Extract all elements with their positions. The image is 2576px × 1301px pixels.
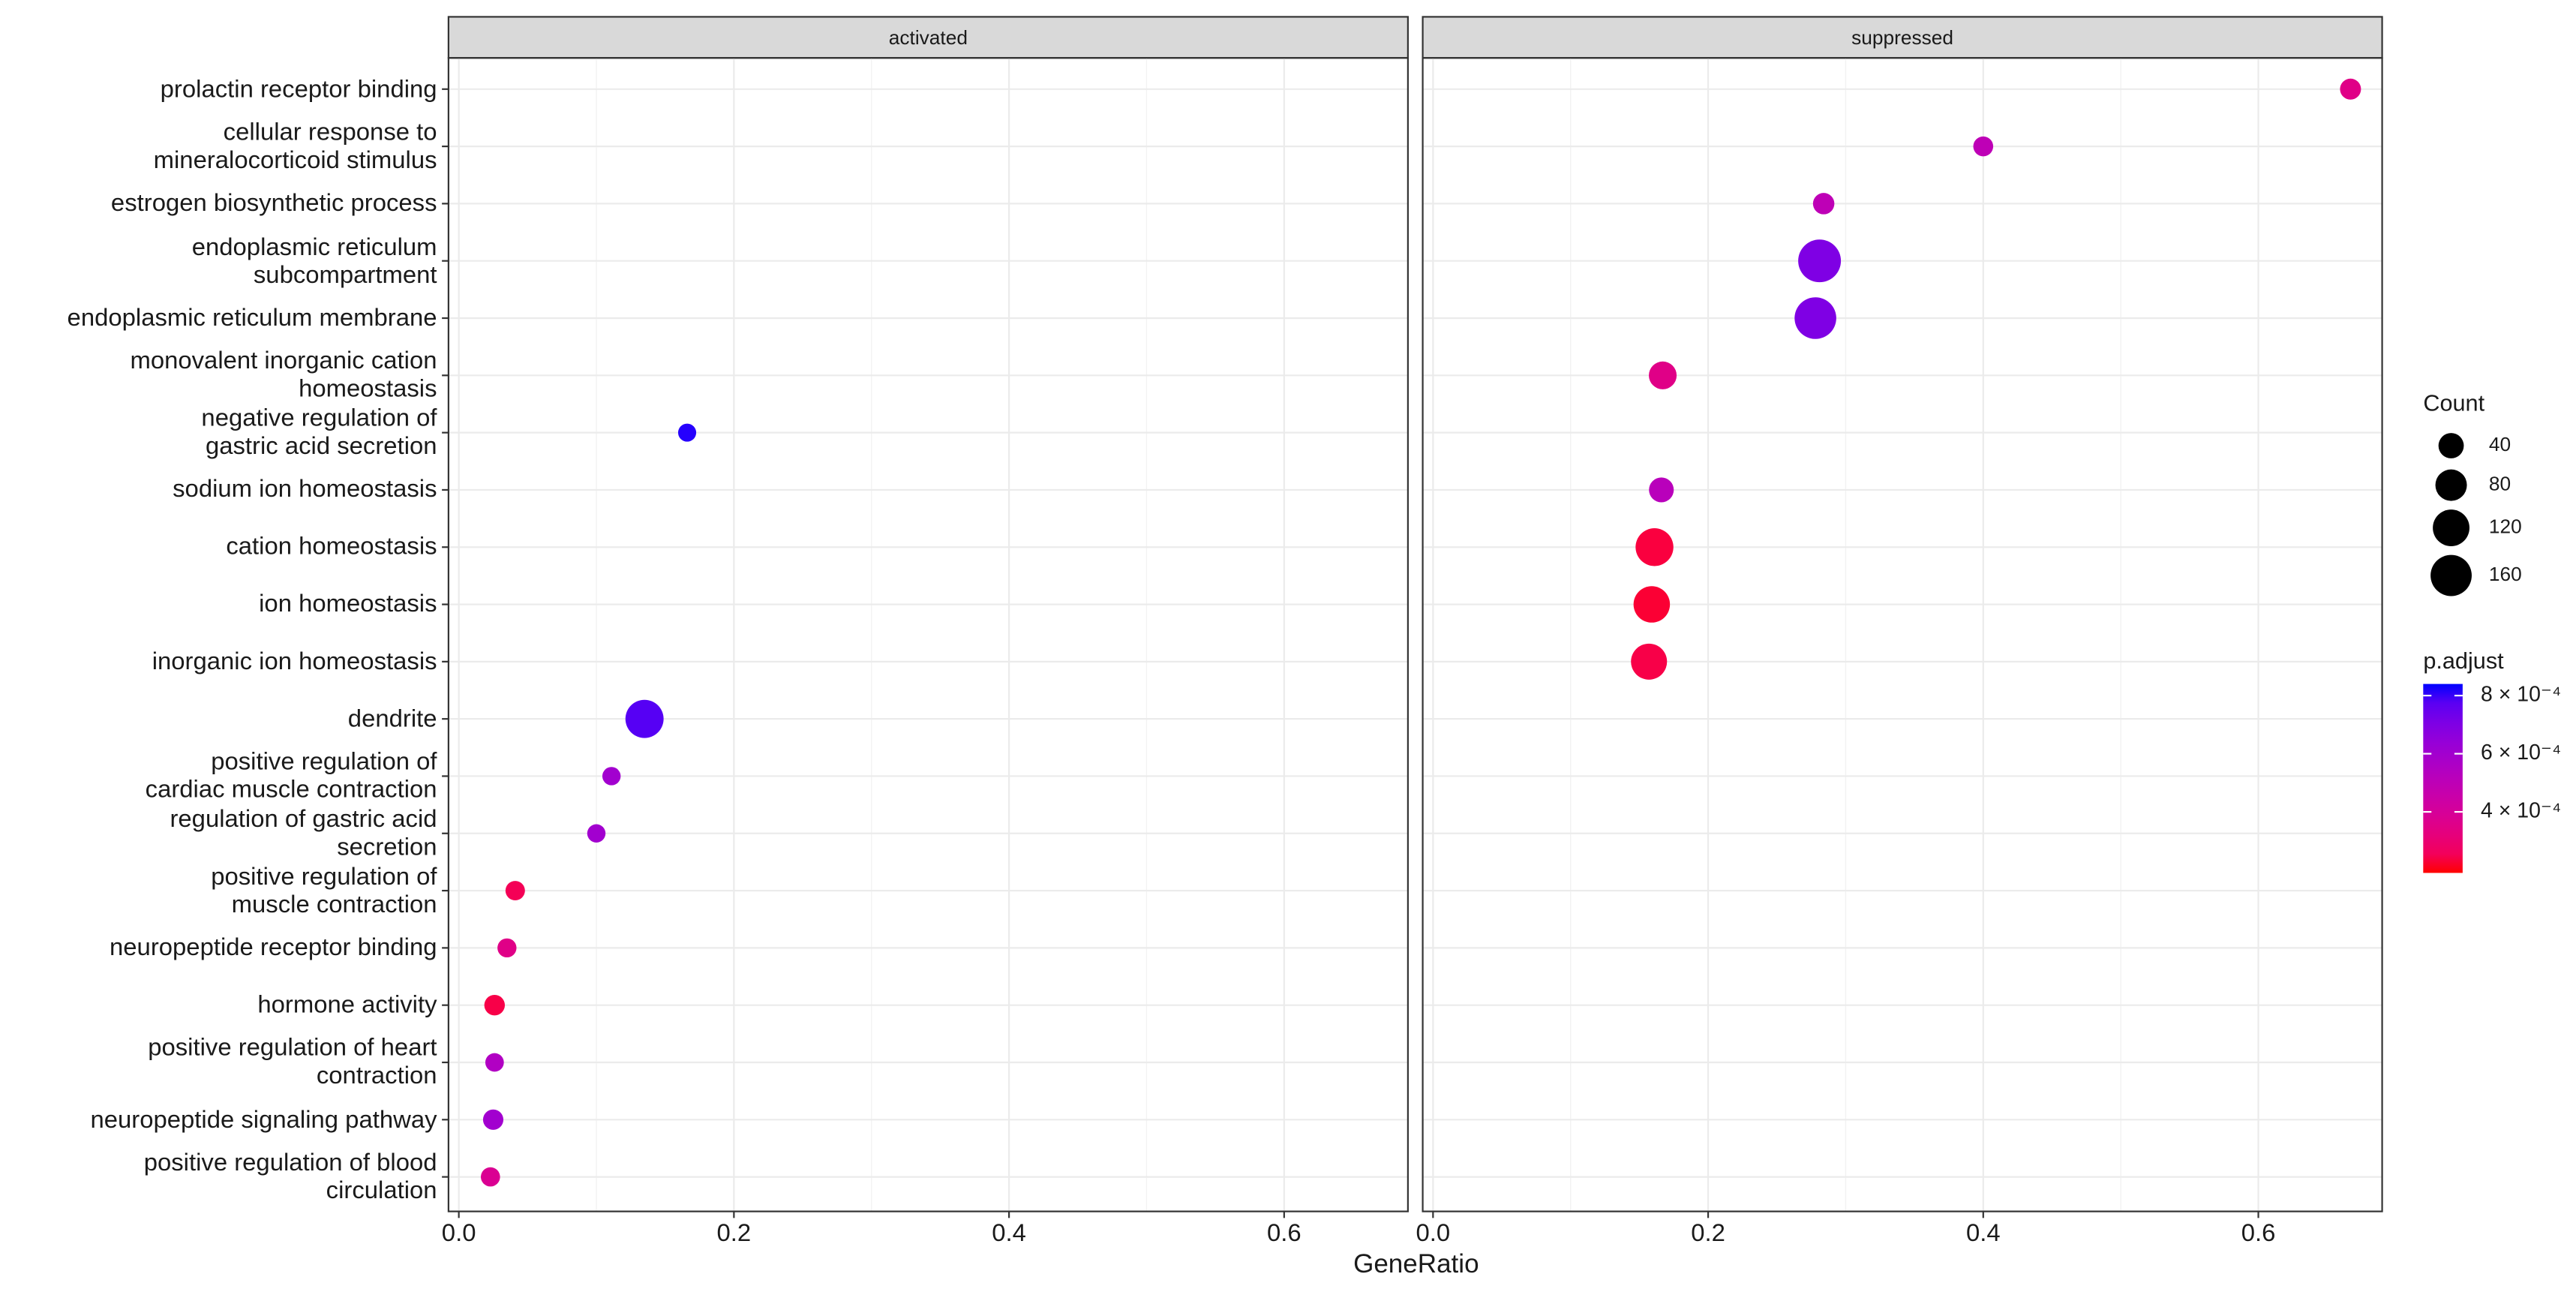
y-tick-label-box: regulation of gastric acid secretion [170,805,437,861]
y-tick-label-box: endoplasmic reticulum subcompartment [191,233,437,289]
strip-title: suppressed [1851,26,1953,49]
dot [625,699,664,738]
dot [1798,239,1842,283]
size-legend-title: Count [2423,390,2484,416]
dot [505,881,525,901]
dot [1973,136,1994,157]
y-tick-label-box: estrogen biosynthetic process [110,189,437,218]
x-tick-label: 0.2 [1691,1218,1725,1246]
y-tick-label-box: neuropeptide receptor binding [110,933,437,962]
y-tick-label-box: endoplasmic reticulum membrane [67,304,437,332]
y-tick-label-box: positive regulation of muscle contractio… [211,862,437,919]
size-legend-label: 40 [2489,433,2511,455]
y-tick-label-box: cation homeostasis [226,533,437,561]
y-tick-label: neuropeptide receptor binding [110,933,437,962]
y-tick-label: prolactin receptor binding [160,75,437,104]
y-tick-label: positive regulation of cardiac muscle co… [145,748,437,804]
dot [480,1167,500,1187]
y-tick-label: cation homeostasis [226,533,437,561]
dot [484,994,506,1016]
y-tick-label-box: ion homeostasis [259,590,437,619]
panel-border [1422,57,2383,1212]
color-bar [2423,684,2463,873]
size-legend-dot [2438,433,2464,458]
y-tick-label: regulation of gastric acid secretion [170,805,437,861]
strip [447,16,1409,59]
y-tick-label-box: hormone activity [257,991,437,1020]
size-legend-dot [2433,509,2469,546]
panel-border [447,57,1409,1212]
dot [587,824,606,843]
dot [1635,528,1674,566]
y-tick-label: estrogen biosynthetic process [110,189,437,218]
y-tick-label: cellular response to mineralocorticoid s… [153,118,437,175]
x-tick-label: 0.6 [2241,1218,2276,1246]
color-legend-label: 4 × 10⁻⁴ [2481,799,2561,823]
y-tick-label-box: monovalent inorganic cation homeostasis [130,347,437,404]
size-legend-dot [2435,469,2467,501]
dot [677,423,697,442]
dot [1649,477,1674,503]
y-tick-label: neuropeptide signaling pathway [90,1105,437,1134]
y-tick-label: inorganic ion homeostasis [152,647,437,676]
size-legend-label: 80 [2489,473,2511,495]
dot [482,1109,504,1130]
dot [1631,643,1668,680]
y-tick-label: endoplasmic reticulum membrane [67,304,437,332]
size-legend-dot [2430,554,2472,596]
y-tick-label-box: negative regulation of gastric acid secr… [201,404,437,461]
dot [1794,297,1836,339]
y-tick-label-box: positive regulation of heart contraction [148,1034,437,1091]
size-legend-label: 160 [2489,563,2522,585]
x-tick-label: 0.4 [992,1218,1026,1246]
y-tick-label-box: dendrite [347,705,437,733]
x-tick-label: 0.6 [1267,1218,1302,1246]
y-tick-label: positive regulation of heart contraction [148,1034,437,1091]
x-tick-label: 0.0 [1416,1218,1451,1246]
dot [602,767,621,786]
size-legend-label: 120 [2489,515,2522,537]
y-tick-label: positive regulation of blood circulation [143,1149,437,1205]
y-tick-label-box: cellular response to mineralocorticoid s… [153,118,437,175]
x-tick-label: 0.4 [1966,1218,2001,1246]
x-tick-label: 0.0 [442,1218,476,1246]
x-axis-title: GeneRatio [1353,1249,1479,1278]
y-tick-label: dendrite [347,705,437,733]
y-tick-label-box: neuropeptide signaling pathway [90,1105,437,1134]
y-tick-label-box: inorganic ion homeostasis [152,647,437,676]
strip-title: activated [889,26,968,49]
y-tick-label-box: sodium ion homeostasis [173,476,437,504]
dot [1812,193,1835,215]
y-tick-label: ion homeostasis [259,590,437,619]
y-tick-label-box: prolactin receptor binding [160,75,437,104]
color-legend-label: 6 × 10⁻⁴ [2481,741,2561,765]
color-legend-label: 8 × 10⁻⁴ [2481,683,2561,707]
y-tick-label: endoplasmic reticulum subcompartment [191,233,437,289]
x-tick-label: 0.2 [717,1218,752,1246]
dot [485,1053,504,1072]
y-tick-label: positive regulation of muscle contractio… [211,862,437,919]
dot [2340,78,2361,100]
dot [1633,586,1671,623]
y-tick-label-box: positive regulation of cardiac muscle co… [145,748,437,804]
color-legend-title: p.adjust [2423,648,2504,674]
y-tick-label: negative regulation of gastric acid secr… [201,404,437,461]
y-tick-label: hormone activity [257,991,437,1020]
dot [497,938,517,958]
dot [1649,361,1677,389]
y-tick-label: monovalent inorganic cation homeostasis [130,347,437,404]
y-tick-label-box: positive regulation of blood circulation [143,1149,437,1205]
y-tick-label: sodium ion homeostasis [173,476,437,504]
strip [1422,16,2383,59]
